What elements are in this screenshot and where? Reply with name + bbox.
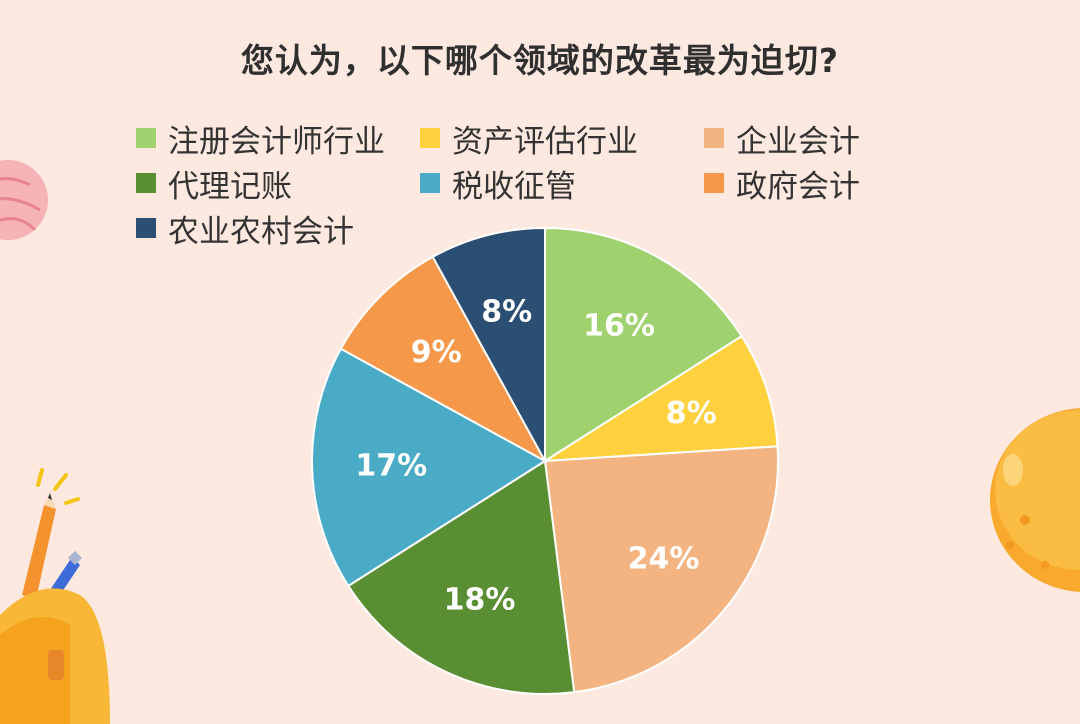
pie-label-agency-bookkeeping: 18% — [444, 583, 516, 618]
legend-label-government-accounting: 政府会计 — [736, 168, 860, 205]
legend-label-enterprise-accounting: 企业会计 — [736, 123, 860, 160]
legend-swatch-government-accounting — [704, 173, 724, 193]
pie-slice-agency-bookkeeping[interactable] — [346, 459, 576, 695]
legend-item-rural-accounting[interactable]: 农业农村会计 — [136, 208, 354, 250]
pie-slice-tax-administration[interactable] — [311, 347, 547, 588]
legend-label-rural-accounting: 农业农村会计 — [168, 213, 354, 250]
pie-label-asset-appraisal: 8% — [666, 396, 717, 431]
pink-yarn-ball-decoration — [0, 160, 48, 240]
pie-slice-asset-appraisal[interactable] — [544, 334, 779, 462]
legend-item-agency-bookkeeping[interactable]: 代理记账 — [136, 163, 292, 205]
pie-label-government-accounting: 9% — [411, 335, 462, 370]
legend-item-tax-administration[interactable]: 税收征管 — [420, 163, 576, 205]
chart-title: 您认为，以下哪个领域的改革最为迫切? — [240, 41, 840, 80]
pie-slice-government-accounting[interactable] — [339, 255, 548, 464]
pie-label-enterprise-accounting: 24% — [628, 542, 700, 577]
pie-slice-cpa[interactable] — [544, 226, 744, 463]
pencil-backpack-decoration — [0, 468, 110, 724]
legend-label-tax-administration: 税收征管 — [452, 168, 576, 205]
legend-swatch-asset-appraisal — [420, 128, 440, 148]
legend-swatch-agency-bookkeeping — [136, 173, 156, 193]
legend-item-enterprise-accounting[interactable]: 企业会计 — [704, 118, 860, 160]
legend-swatch-cpa — [136, 128, 156, 148]
pie-label-cpa: 16% — [583, 309, 655, 344]
legend-swatch-tax-administration — [420, 173, 440, 193]
pie-slice-rural-accounting[interactable] — [431, 226, 546, 462]
legend-item-asset-appraisal[interactable]: 资产评估行业 — [420, 118, 638, 160]
pie-label-rural-accounting: 8% — [481, 295, 532, 330]
pie-slice-enterprise-accounting[interactable] — [543, 445, 779, 694]
legend-label-agency-bookkeeping: 代理记账 — [168, 168, 292, 205]
orange-fruit-decoration — [990, 408, 1080, 592]
legend-label-asset-appraisal: 资产评估行业 — [452, 123, 638, 160]
legend-item-cpa[interactable]: 注册会计师行业 — [136, 118, 385, 160]
pie-label-tax-administration: 17% — [355, 448, 427, 483]
legend-label-cpa: 注册会计师行业 — [168, 123, 385, 160]
legend-item-government-accounting[interactable]: 政府会计 — [704, 163, 860, 205]
legend-swatch-rural-accounting — [136, 218, 156, 238]
legend-swatch-enterprise-accounting — [704, 128, 724, 148]
